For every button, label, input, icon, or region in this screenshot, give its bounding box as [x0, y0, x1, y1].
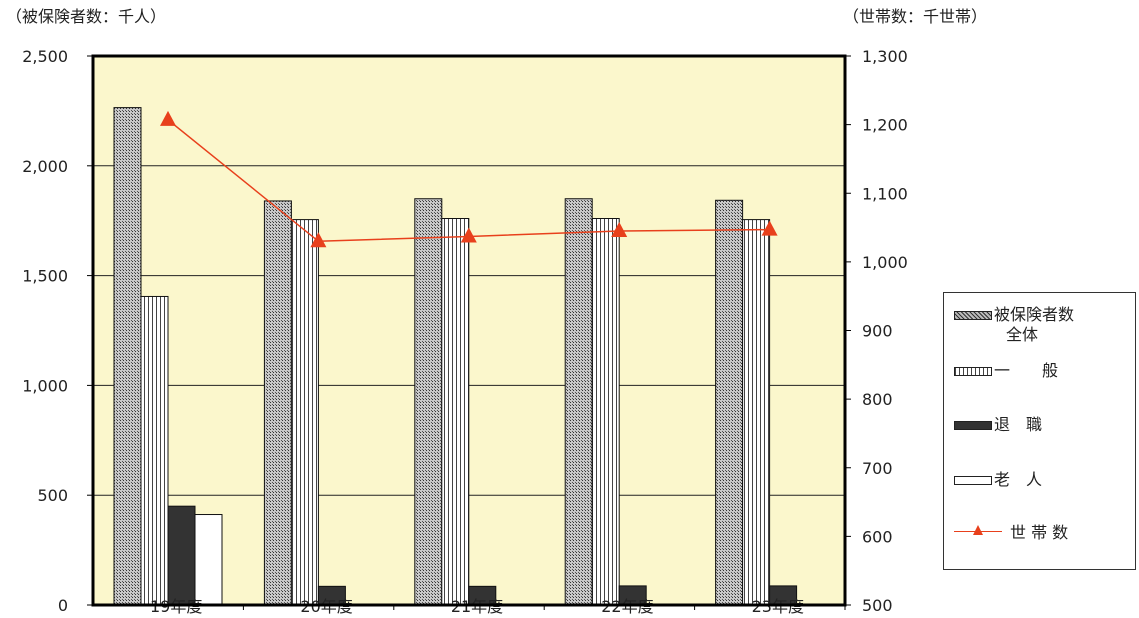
legend-label: 被保険者数	[994, 305, 1075, 324]
bar	[742, 219, 771, 606]
line-triangle-swatch-icon	[954, 523, 1002, 539]
bar	[263, 200, 292, 606]
legend-label: 退 職	[994, 415, 1043, 434]
right-tick-label: 1,300	[862, 47, 908, 66]
right-tick-label: 600	[862, 527, 893, 546]
line-series	[160, 110, 778, 248]
bar	[591, 218, 620, 606]
line-marker-triangle	[310, 232, 327, 248]
left-tick-label: 0	[58, 596, 68, 614]
left-tick-label: 1,500	[22, 267, 68, 286]
crosshatch-swatch-icon	[954, 311, 992, 320]
bar	[564, 198, 593, 606]
right-tick-label: 800	[862, 390, 893, 409]
legend-label: 一 般	[994, 361, 1059, 380]
line-marker-triangle	[460, 227, 477, 243]
line-marker-triangle	[611, 221, 628, 237]
left-tick-label: 2,000	[22, 157, 68, 176]
right-tick-label: 1,000	[862, 253, 908, 272]
right-tick-label: 700	[862, 459, 893, 478]
left-axis-ticks: 0 500 1,000 1,500 2,000 2,500	[22, 47, 93, 615]
bar	[140, 295, 169, 606]
legend-item-general: 一 般	[954, 361, 1058, 381]
legend-item-retired: 退 職	[954, 415, 1042, 435]
legend-item-elderly: 老 人	[954, 470, 1042, 490]
bar	[113, 107, 142, 606]
right-tick-label: 900	[862, 322, 893, 341]
left-axis-title: （被保険者数：千人）	[6, 7, 166, 26]
bar	[414, 198, 443, 606]
left-tick-label: 1,000	[22, 376, 68, 395]
legend-item-households: 世 帯 数	[954, 523, 1068, 543]
bars	[113, 107, 798, 606]
legend-label: 老 人	[994, 470, 1043, 489]
left-tick-label: 500	[37, 486, 68, 505]
right-tick-label: 500	[862, 596, 893, 614]
bar	[194, 514, 223, 606]
legend: 被保険者数 全体 一 般 退 職 老 人 世 帯 数	[943, 292, 1136, 570]
solid-swatch-icon	[954, 421, 992, 430]
left-tick-label: 2,500	[22, 47, 68, 66]
legend-item-all: 被保険者数 全体	[954, 305, 1074, 345]
right-axis-title: （世帯数：千世帯）	[843, 7, 987, 26]
right-tick-label: 1,200	[862, 116, 908, 135]
plot-frame	[91, 54, 847, 607]
right-tick-label: 1,100	[862, 184, 908, 203]
white-swatch-icon	[954, 476, 992, 485]
legend-label: 世 帯 数	[1010, 523, 1069, 542]
bar	[167, 505, 196, 606]
right-axis-ticks: 500 600 700 800 900 1,000 1,100 1,200 1,300	[845, 47, 908, 615]
line-marker-triangle	[160, 110, 176, 126]
legend-label-line2: 全体	[1006, 325, 1039, 344]
bar	[290, 219, 319, 606]
line-marker-triangle	[761, 220, 778, 236]
bar	[441, 218, 470, 606]
vertical-stripes-swatch-icon	[954, 367, 992, 376]
bar	[715, 199, 744, 606]
